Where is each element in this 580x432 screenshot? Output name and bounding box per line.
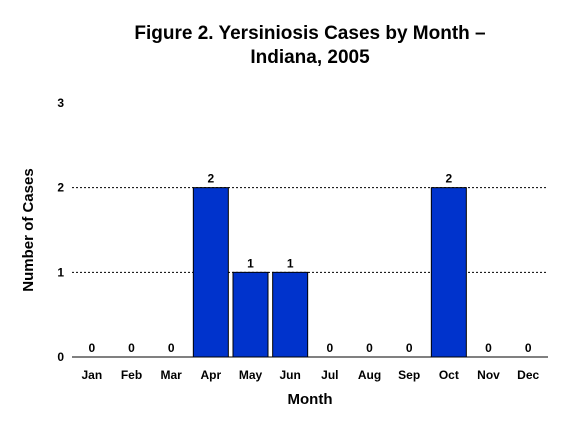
data-label: 0 [366, 341, 373, 355]
x-tick-label: Apr [200, 368, 221, 382]
y-axis-label: Number of Cases [20, 168, 37, 291]
data-label: 1 [247, 256, 254, 270]
data-label: 0 [326, 341, 333, 355]
x-tick-label: Oct [439, 368, 459, 382]
x-tick-label: May [239, 368, 263, 382]
bars [192, 187, 467, 358]
bar [272, 271, 309, 358]
data-label: 0 [168, 341, 175, 355]
chart-title-line-2: Indiana, 2005 [250, 47, 370, 68]
chart-title-line-1: Figure 2. Yersiniosis Cases by Month – [134, 23, 486, 44]
y-tick-label: 0 [57, 350, 64, 364]
x-tick-labels: Jan Feb Mar Apr May Jun Jul Aug Sep Oct Nov Dec [81, 368, 539, 382]
data-label: 2 [207, 172, 214, 186]
bar [192, 187, 229, 358]
x-tick-label: Jan [81, 368, 102, 382]
data-label: 1 [287, 256, 294, 270]
y-tick-labels: 0 1 2 3 [57, 96, 64, 364]
x-tick-label: Jun [279, 368, 300, 382]
y-tick-label: 3 [57, 96, 64, 110]
x-tick-label: Sep [398, 368, 420, 382]
x-axis-label: Month [288, 391, 333, 408]
x-tick-label: Jul [321, 368, 338, 382]
x-tick-label: Dec [517, 368, 539, 382]
data-label: 0 [88, 341, 95, 355]
data-label: 0 [128, 341, 135, 355]
y-tick-label: 2 [57, 181, 64, 195]
y-tick-label: 1 [57, 265, 64, 279]
data-label: 0 [406, 341, 413, 355]
x-tick-label: Aug [358, 368, 381, 382]
bar [232, 271, 269, 358]
data-label: 0 [485, 341, 492, 355]
data-label: 2 [445, 172, 452, 186]
bar [430, 187, 467, 358]
x-tick-label: Mar [160, 368, 182, 382]
data-label: 0 [525, 341, 532, 355]
x-tick-label: Nov [477, 368, 500, 382]
data-labels: 0 0 0 2 1 1 0 0 0 2 0 0 [88, 172, 531, 355]
x-tick-label: Feb [121, 368, 142, 382]
gridlines [72, 187, 548, 273]
